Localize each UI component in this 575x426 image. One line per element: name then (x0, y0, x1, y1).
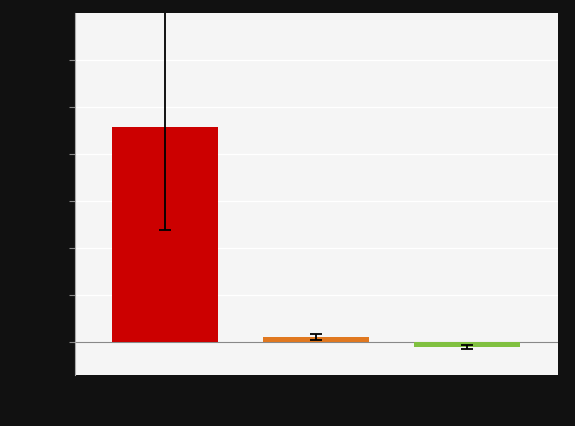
Bar (263, 337, 369, 342)
Bar (113, 127, 218, 342)
Bar (415, 342, 520, 347)
